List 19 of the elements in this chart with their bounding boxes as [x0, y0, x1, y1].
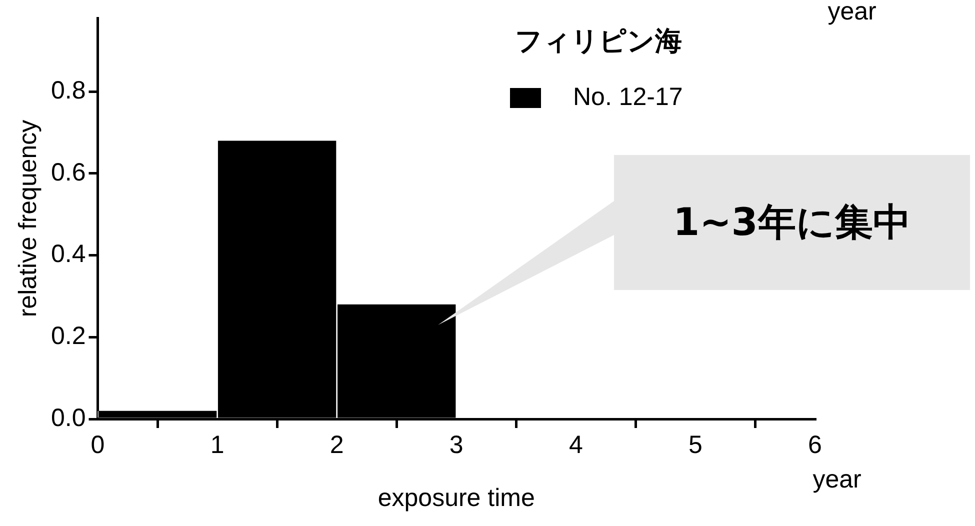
y-tick-label: 0.8 [50, 76, 86, 105]
x-tick-label: 1 [210, 430, 224, 459]
legend-title: フィリピン海 [515, 26, 682, 58]
y-tick-label: 0.6 [50, 158, 86, 186]
x-tick-label: 0 [90, 430, 105, 459]
text: year [812, 465, 862, 494]
x-tick-label: 2 [330, 430, 344, 459]
x-axis-title: exposure time [378, 484, 535, 512]
x-tick-label: 6 [808, 430, 822, 459]
legend-label: No. 12-17 [573, 82, 683, 111]
y-tick-label: 0.2 [50, 322, 86, 350]
x-tick-label: 4 [568, 430, 583, 459]
y-tick-label: 0.4 [50, 240, 86, 268]
text: year [828, 0, 876, 26]
y-tick-label: 0.0 [50, 404, 86, 432]
x-tick-label: 3 [449, 430, 464, 459]
y-axis-title: relative frequency [14, 119, 42, 318]
annotation: 1~3年に集中 [614, 155, 970, 290]
x-tick-label: 5 [688, 430, 702, 459]
